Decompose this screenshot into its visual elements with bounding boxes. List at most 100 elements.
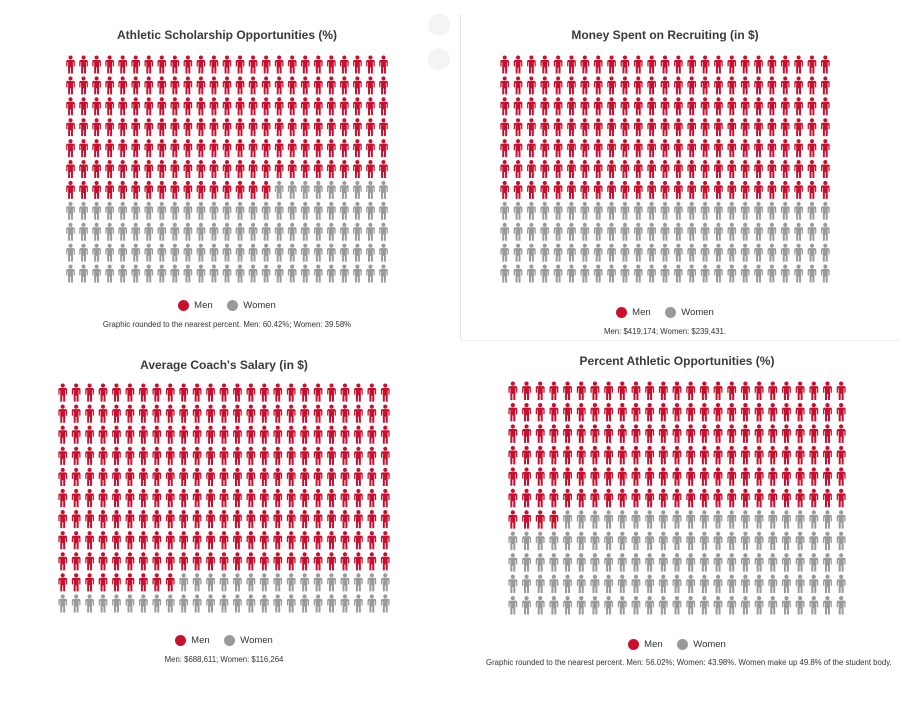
person-icon-women	[740, 222, 750, 241]
person-icon-men	[686, 445, 696, 465]
person-icon-women	[131, 222, 141, 241]
person-icon-men	[71, 383, 81, 402]
person-icon-men	[179, 510, 189, 529]
person-icon-men	[246, 467, 256, 486]
person-icon-men	[165, 573, 175, 592]
person-icon-women	[660, 243, 670, 262]
person-icon-women	[246, 594, 256, 613]
person-icon-women	[647, 264, 656, 283]
person-icon-men	[66, 180, 75, 199]
person-icon-women	[727, 574, 737, 594]
person-icon-men	[79, 180, 88, 199]
person-icon-men	[98, 383, 108, 402]
person-icon-men	[152, 510, 162, 529]
person-icon-women	[340, 222, 349, 241]
person-icon-men	[553, 55, 563, 74]
person-icon-men	[118, 139, 127, 158]
person-icon-women	[807, 264, 817, 283]
person-icon-women	[754, 531, 764, 551]
person-icon-men	[700, 76, 710, 95]
person-icon-women	[740, 531, 750, 551]
person-icon-men	[235, 160, 245, 178]
person-icon-women	[714, 264, 723, 283]
person-icon-men	[500, 118, 509, 137]
legend-item-men: Men	[178, 300, 213, 311]
person-icon-men	[192, 467, 202, 486]
person-icon-women	[248, 243, 258, 262]
person-icon-women	[782, 574, 791, 594]
person-icon-women	[535, 553, 545, 572]
person-icon-men	[795, 467, 805, 486]
person-icon-men	[700, 160, 710, 178]
person-icon-men	[246, 383, 256, 402]
person-icon-women	[300, 594, 309, 613]
person-icon-women	[66, 222, 75, 241]
person-icon-men	[836, 467, 846, 486]
person-icon-men	[313, 160, 323, 178]
person-icon-men	[754, 402, 764, 422]
person-icon-men	[380, 446, 390, 465]
person-icon-men	[714, 160, 723, 178]
person-icon-men	[139, 383, 148, 402]
person-icon-men	[660, 55, 670, 74]
person-icon-women	[261, 243, 271, 262]
person-icon-men	[367, 425, 377, 444]
women-dot-icon	[227, 300, 239, 311]
person-icon-women	[300, 201, 310, 220]
person-icon-women	[340, 201, 349, 220]
person-icon-women	[165, 594, 175, 613]
person-icon-women	[809, 574, 819, 594]
person-icon-men	[144, 97, 154, 116]
person-icon-men	[219, 552, 229, 571]
person-icon-women	[196, 243, 206, 262]
person-icon-men	[327, 446, 336, 465]
person-icon-men	[795, 445, 805, 465]
person-icon-men	[192, 510, 202, 529]
person-icon-women	[259, 573, 269, 592]
person-icon-women	[740, 574, 750, 594]
person-icon-women	[686, 596, 696, 615]
person-icon-men	[261, 139, 271, 158]
person-icon-women	[754, 243, 763, 262]
person-icon-men	[300, 160, 310, 178]
person-icon-men	[273, 404, 283, 423]
legend-item-men: Men	[616, 307, 651, 318]
person-icon-men	[740, 76, 750, 95]
person-icon-men	[660, 118, 670, 137]
person-icon-women	[645, 531, 655, 551]
person-icon-women	[105, 264, 114, 283]
person-icon-women	[754, 222, 763, 241]
person-icon-men	[179, 488, 189, 508]
person-icon-women	[66, 264, 75, 283]
person-icon-women	[222, 222, 232, 241]
person-icon-men	[300, 488, 309, 508]
person-icon-men	[354, 425, 363, 444]
person-icon-men	[540, 55, 550, 74]
person-icon-men	[672, 488, 682, 508]
person-icon-men	[196, 55, 206, 74]
person-icon-men	[535, 467, 545, 486]
chart-title: Money Spent on Recruiting (in $)	[571, 28, 759, 42]
person-icon-men	[300, 55, 310, 74]
person-icon-men	[222, 55, 232, 74]
person-icon-women	[125, 594, 135, 613]
person-icon-men	[354, 488, 363, 508]
person-icon-men	[782, 445, 791, 465]
person-icon-men	[165, 510, 175, 529]
person-icon-men	[66, 160, 75, 178]
person-icon-men	[144, 180, 154, 199]
person-icon-men	[353, 97, 362, 116]
person-icon-women	[235, 264, 245, 283]
legend-item-men: Men	[175, 635, 210, 646]
person-icon-men	[780, 180, 790, 199]
person-icon-men	[631, 424, 641, 443]
person-icon-men	[823, 467, 832, 486]
person-icon-men	[152, 552, 162, 571]
person-icon-men	[809, 445, 819, 465]
person-icon-women	[273, 573, 283, 592]
person-icon-women	[580, 243, 590, 262]
person-icon-women	[527, 201, 536, 220]
person-icon-men	[807, 97, 817, 116]
person-icon-women	[633, 201, 643, 220]
person-icon-women	[823, 574, 832, 594]
